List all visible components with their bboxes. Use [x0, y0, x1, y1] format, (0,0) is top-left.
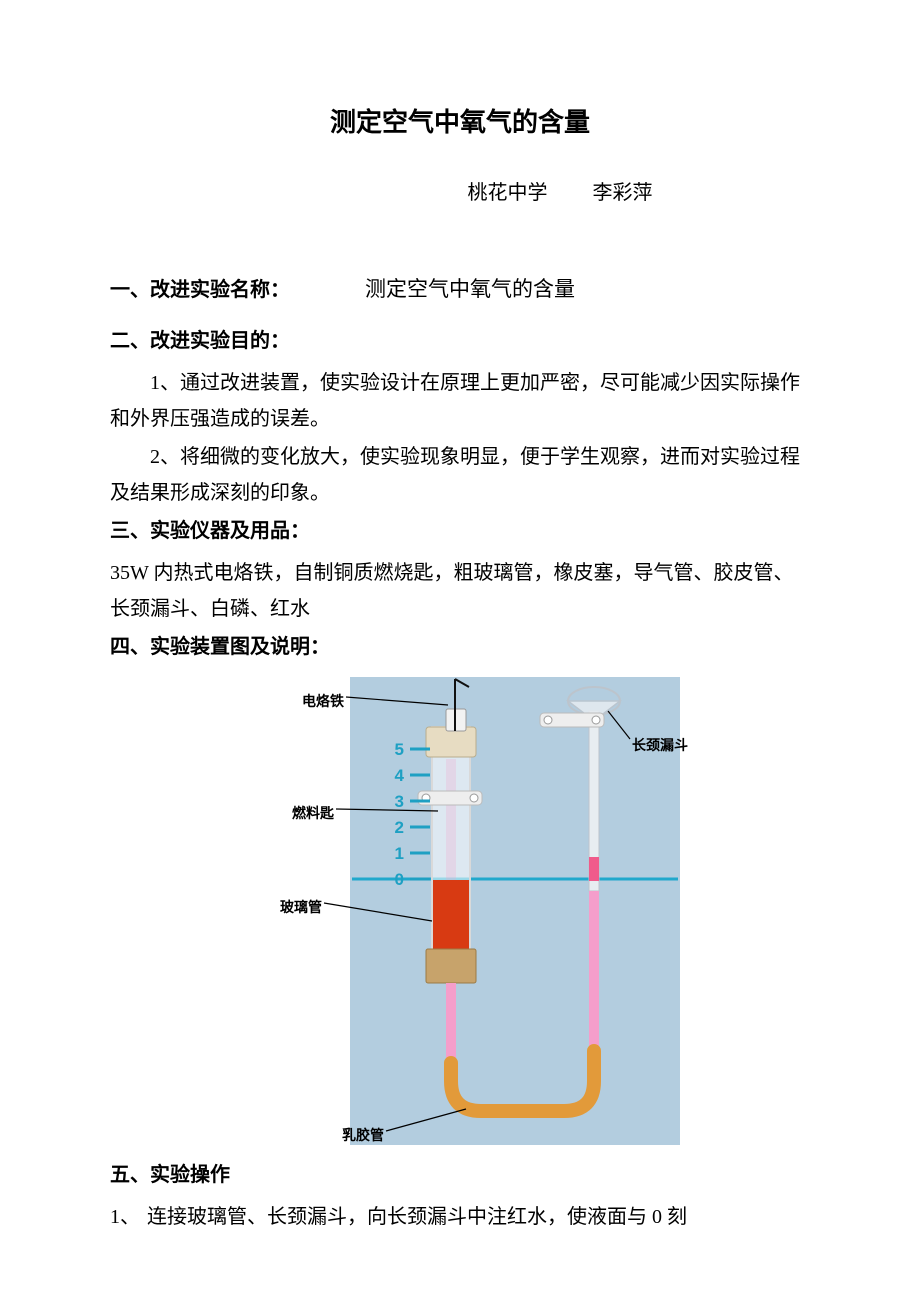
- svg-text:4: 4: [395, 766, 405, 785]
- callout-glass: 玻璃管: [280, 895, 322, 920]
- section-3-label: 三、实验仪器及用品：: [110, 520, 310, 542]
- byline: 桃花中学 李彩萍: [110, 175, 810, 211]
- callout-funnel: 长颈漏斗: [632, 733, 688, 758]
- section-5-item-1: 1、 连接玻璃管、长颈漏斗，向长颈漏斗中注红水，使液面与 0 刻: [110, 1199, 810, 1235]
- section-2: 二、改进实验目的：: [110, 323, 810, 359]
- svg-text:1: 1: [395, 844, 404, 863]
- section-2-label: 二、改进实验目的：: [110, 330, 290, 352]
- callout-latex: 乳胶管: [342, 1123, 384, 1148]
- byline-school: 桃花中学: [468, 182, 548, 204]
- svg-text:5: 5: [395, 740, 404, 759]
- section-5-label: 五、实验操作: [110, 1164, 230, 1186]
- callout-spoon: 燃料匙: [292, 801, 334, 826]
- section-4: 四、实验装置图及说明：: [110, 629, 810, 665]
- section-1-value: 测定空气中氧气的含量: [365, 277, 575, 301]
- section-1: 一、改进实验名称： 测定空气中氧气的含量: [110, 271, 810, 309]
- section-5: 五、实验操作: [110, 1157, 810, 1193]
- section-1-label: 一、改进实验名称：: [110, 279, 290, 301]
- byline-author: 李彩萍: [593, 182, 653, 204]
- svg-text:0: 0: [395, 870, 404, 889]
- svg-text:3: 3: [395, 792, 404, 811]
- section-5-item-1-num: 1、: [110, 1199, 142, 1235]
- section-4-label: 四、实验装置图及说明：: [110, 636, 330, 658]
- section-5-item-1-text: 连接玻璃管、长颈漏斗，向长颈漏斗中注红水，使液面与 0 刻: [147, 1206, 687, 1228]
- apparatus-diagram: 543210 电烙铁 长颈漏斗 燃料匙 玻璃管 乳胶管: [240, 671, 680, 1151]
- page-title: 测定空气中氧气的含量: [110, 100, 810, 147]
- section-3-text: 35W 内热式电烙铁，自制铜质燃烧匙，粗玻璃管，橡皮塞，导气管、胶皮管、长颈漏斗…: [110, 555, 810, 627]
- svg-text:2: 2: [395, 818, 404, 837]
- section-2-item-2: 2、将细微的变化放大，使实验现象明显，便于学生观察，进而对实验过程及结果形成深刻…: [110, 439, 810, 511]
- section-3: 三、实验仪器及用品：: [110, 513, 810, 549]
- section-2-item-1: 1、通过改进装置，使实验设计在原理上更加严密，尽可能减少因实际操作和外界压强造成…: [110, 365, 810, 437]
- callout-iron: 电烙铁: [302, 689, 344, 714]
